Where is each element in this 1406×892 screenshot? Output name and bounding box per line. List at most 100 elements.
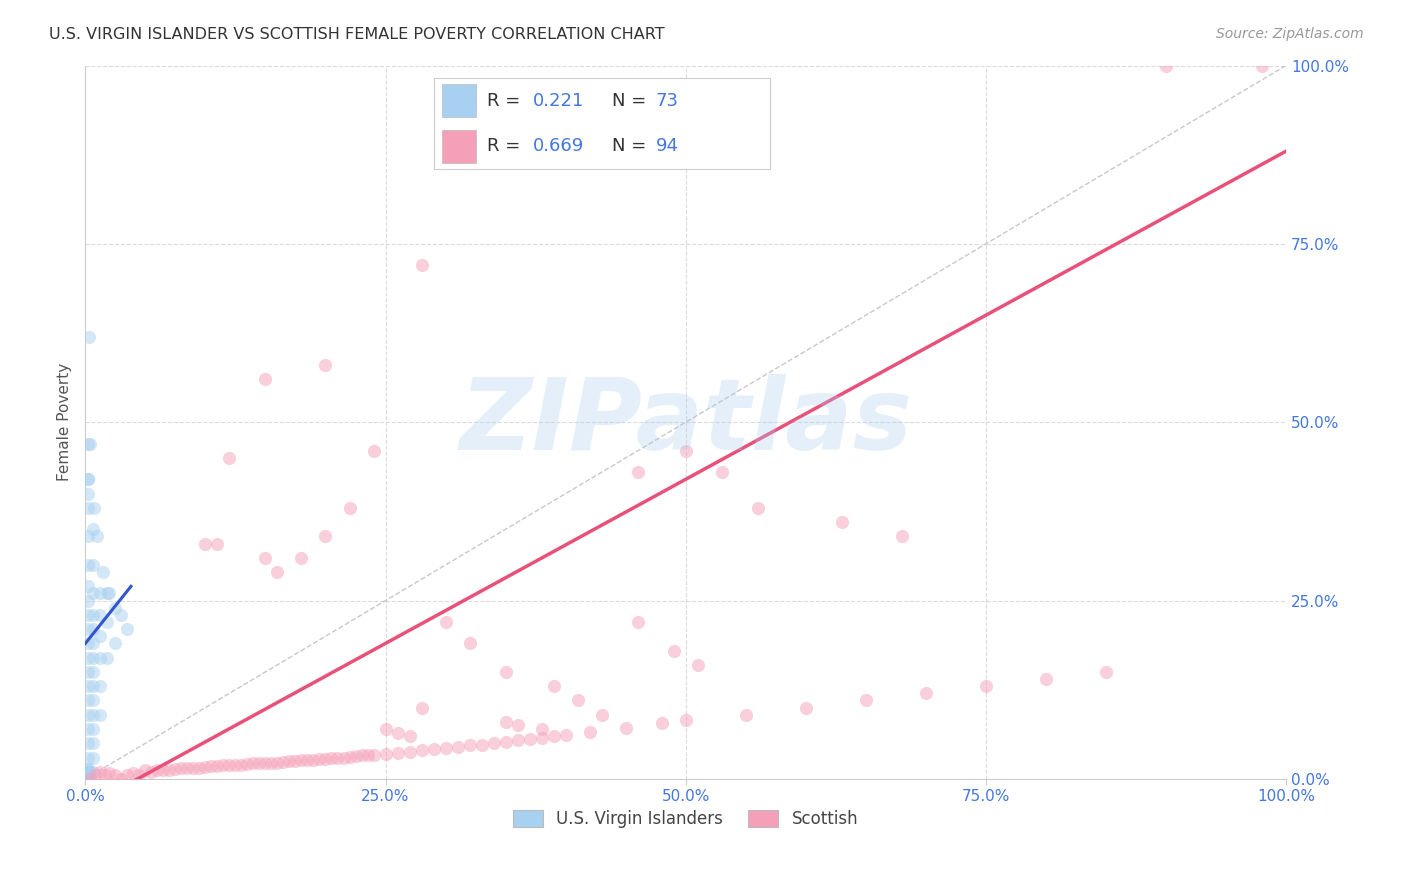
Point	[434, 741, 457, 756]
Point	[89, 607, 111, 622]
Point	[76, 579, 98, 593]
Point	[398, 745, 420, 759]
Point	[578, 724, 600, 739]
Point	[530, 731, 553, 745]
Point	[398, 729, 420, 743]
Point	[1251, 59, 1274, 73]
Point	[278, 754, 301, 768]
Point	[422, 742, 444, 756]
Point	[82, 736, 104, 750]
Point	[242, 756, 264, 771]
Point	[76, 736, 98, 750]
Point	[344, 749, 367, 764]
Point	[290, 550, 312, 565]
Point	[339, 500, 361, 515]
Point	[297, 753, 319, 767]
Point	[79, 436, 101, 450]
Point	[96, 650, 118, 665]
Text: U.S. VIRGIN ISLANDER VS SCOTTISH FEMALE POVERTY CORRELATION CHART: U.S. VIRGIN ISLANDER VS SCOTTISH FEMALE …	[49, 27, 665, 42]
Point	[734, 707, 756, 722]
Point	[543, 729, 565, 743]
Point	[76, 472, 98, 486]
Point	[82, 622, 104, 636]
Point	[82, 522, 104, 536]
Point	[374, 722, 396, 736]
Point	[224, 757, 246, 772]
Point	[506, 718, 529, 732]
Point	[194, 760, 217, 774]
Point	[79, 772, 101, 786]
Point	[82, 586, 104, 600]
Point	[82, 665, 104, 679]
Point	[93, 565, 115, 579]
Point	[76, 665, 98, 679]
Point	[89, 764, 111, 779]
Point	[76, 764, 98, 779]
Point	[76, 500, 98, 515]
Point	[974, 679, 997, 693]
Point	[627, 465, 650, 479]
Point	[254, 550, 277, 565]
Point	[76, 764, 98, 778]
Point	[98, 766, 121, 780]
Point	[794, 700, 817, 714]
Point	[76, 768, 98, 782]
Point	[350, 748, 373, 763]
Point	[110, 607, 132, 622]
Point	[141, 764, 163, 779]
Point	[76, 766, 98, 780]
Point	[554, 728, 576, 742]
Point	[170, 761, 193, 775]
Point	[76, 769, 98, 783]
Point	[89, 629, 111, 643]
Point	[76, 707, 98, 722]
Point	[207, 759, 229, 773]
Point	[76, 750, 98, 764]
Point	[89, 586, 111, 600]
Point	[76, 764, 98, 779]
Point	[76, 768, 98, 782]
Point	[254, 372, 277, 386]
Point	[76, 767, 98, 781]
Point	[183, 760, 205, 774]
Point	[110, 772, 132, 786]
Text: Source: ZipAtlas.com: Source: ZipAtlas.com	[1216, 27, 1364, 41]
Point	[411, 743, 433, 757]
Point	[332, 750, 354, 764]
Point	[339, 749, 361, 764]
Point	[82, 722, 104, 736]
Point	[76, 762, 98, 776]
Point	[675, 443, 697, 458]
Point	[686, 657, 709, 672]
Point	[194, 536, 217, 550]
Point	[76, 436, 98, 450]
Point	[128, 768, 150, 782]
Point	[104, 600, 127, 615]
Point	[356, 748, 378, 763]
Point	[266, 565, 288, 579]
Point	[146, 764, 169, 778]
Point	[458, 739, 481, 753]
Point	[76, 770, 98, 784]
Point	[591, 707, 613, 722]
Point	[96, 615, 118, 629]
Point	[152, 764, 174, 778]
Point	[83, 500, 105, 515]
Point	[76, 607, 98, 622]
Point	[104, 768, 127, 782]
Point	[855, 693, 877, 707]
Point	[411, 258, 433, 272]
Point	[363, 747, 385, 762]
Point	[218, 450, 240, 465]
Point	[76, 771, 98, 785]
Point	[76, 679, 98, 693]
Point	[614, 721, 637, 735]
Point	[363, 443, 385, 458]
Point	[315, 752, 337, 766]
Point	[76, 650, 98, 665]
Point	[914, 686, 936, 700]
Point	[495, 714, 517, 729]
Point	[530, 722, 553, 736]
Point	[495, 665, 517, 679]
Point	[519, 731, 541, 746]
